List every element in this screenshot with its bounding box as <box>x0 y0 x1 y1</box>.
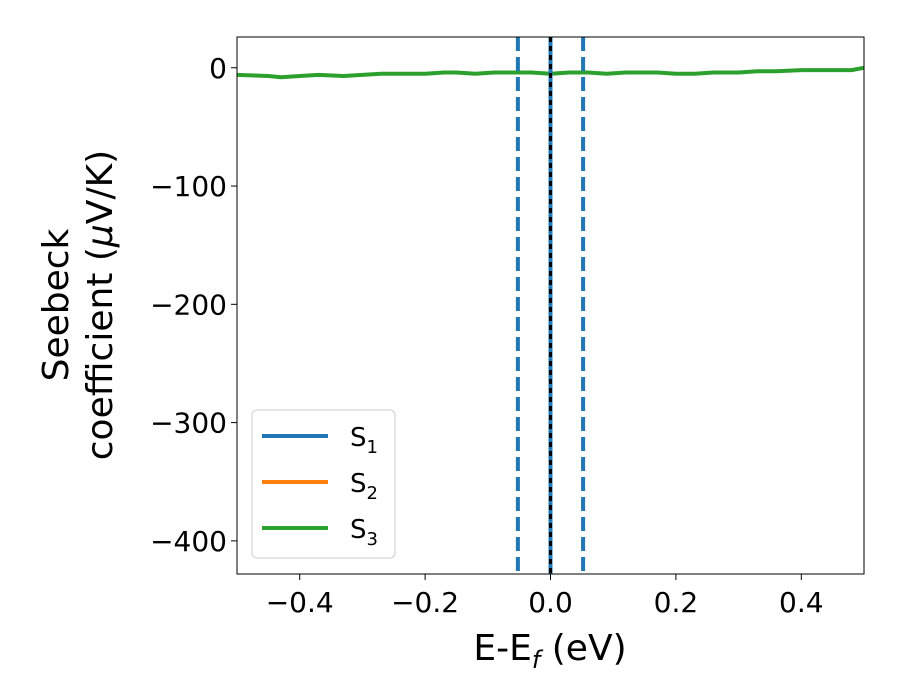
series-line-s3 <box>236 65 865 80</box>
x-axis-ticks: −0.4 −0.2 0.0 0.2 0.4 <box>266 574 824 619</box>
legend-entry-s3: S3 <box>262 515 378 550</box>
legend-entry-s2: S2 <box>262 469 378 504</box>
plot-content <box>236 37 865 574</box>
x-tick-label: −0.2 <box>391 586 459 619</box>
legend-label-s2: S2 <box>350 469 378 504</box>
legend-label-s1: S1 <box>350 423 378 458</box>
x-tick-label: −0.4 <box>266 586 334 619</box>
x-axis-title: E-Ef (eV) <box>473 628 626 674</box>
legend: S1 S2 S3 <box>251 409 396 559</box>
y-axis-title-line2: coefficient (μV/K) <box>80 150 121 460</box>
legend-entry-s1: S1 <box>262 423 378 458</box>
y-tick-label: −400 <box>150 525 227 558</box>
y-axis-ticks: 0 −100 −200 −300 −400 <box>150 52 237 558</box>
y-tick-label: 0 <box>209 52 227 85</box>
y-tick-label: −100 <box>150 170 227 203</box>
x-tick-label: 0.2 <box>654 586 699 619</box>
y-tick-label: −300 <box>150 407 227 440</box>
y-axis-title-line1: Seebeck <box>36 228 77 381</box>
x-tick-label: 0.4 <box>779 586 824 619</box>
legend-label-s3: S3 <box>350 515 378 550</box>
y-axis-title: Seebeck coefficient (μV/K) <box>36 150 121 460</box>
x-tick-label: 0.0 <box>528 586 573 619</box>
y-tick-label: −200 <box>150 288 227 321</box>
